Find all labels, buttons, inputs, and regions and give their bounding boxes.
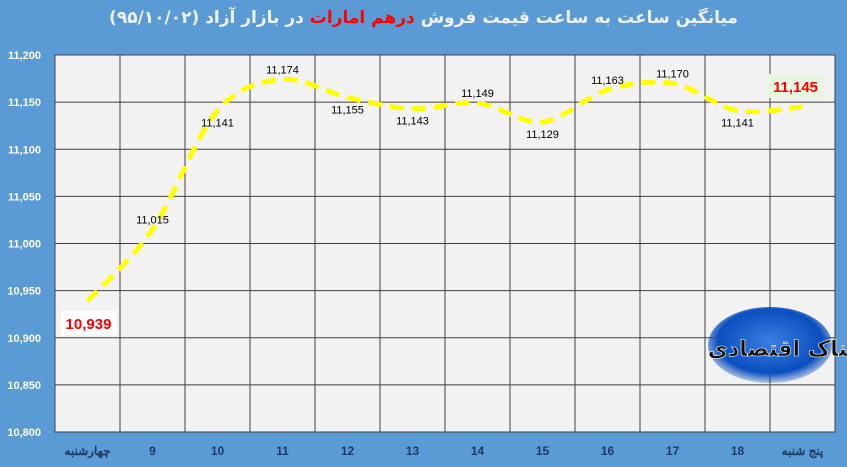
highlight-label-box xyxy=(766,73,825,98)
data-label: 11,149 xyxy=(461,88,494,100)
data-label: 11,174 xyxy=(266,65,299,77)
y-tick-label: 10,850 xyxy=(7,380,41,392)
data-label: 11,170 xyxy=(656,68,689,80)
x-tick-label: 15 xyxy=(536,444,550,458)
y-tick-label: 10,800 xyxy=(7,427,41,439)
data-label: 11,163 xyxy=(591,75,624,87)
x-tick-label: 10 xyxy=(211,444,225,458)
title-highlight: درهم امارات xyxy=(309,8,415,28)
data-label: 11,015 xyxy=(136,214,169,226)
x-tick-label: 16 xyxy=(601,444,615,458)
y-tick-label: 10,950 xyxy=(7,286,41,298)
y-tick-label: 11,050 xyxy=(8,191,41,203)
data-label: 11,155 xyxy=(331,104,364,116)
highlight-label-box xyxy=(60,310,117,335)
data-label: 11,141 xyxy=(201,118,234,130)
series-line xyxy=(85,76,803,303)
data-label: 11,141 xyxy=(721,118,754,130)
x-tick-label: 14 xyxy=(471,444,485,458)
x-tick-label: 12 xyxy=(341,444,355,458)
x-tick-label: 18 xyxy=(731,444,745,458)
title-part2: در بازار آزاد (۹۵/۱۰/۰۲) xyxy=(109,8,310,28)
x-tick-label: چهارشنبه xyxy=(64,444,110,459)
x-tick-label: پنج شنبه xyxy=(782,444,824,459)
y-tick-label: 11,200 xyxy=(8,50,41,62)
data-label-highlight: 10,939 xyxy=(66,316,112,333)
tabnak-logo: تابناک اقتصادی xyxy=(707,307,847,383)
title-part1: میانگین ساعت به ساعت قیمت فروش xyxy=(414,8,738,28)
y-tick-label: 11,000 xyxy=(8,239,41,251)
y-tick-label: 11,100 xyxy=(8,144,41,156)
x-tick-label: 11 xyxy=(276,444,289,458)
data-label-highlight: 11,145 xyxy=(773,79,818,96)
x-tick-label: 13 xyxy=(406,444,420,458)
x-tick-label: 9 xyxy=(149,444,156,458)
y-tick-label: 11,150 xyxy=(8,97,41,109)
data-label: 11,129 xyxy=(526,129,559,141)
data-label: 11,143 xyxy=(396,116,429,128)
y-tick-label: 10,900 xyxy=(7,333,41,345)
x-tick-label: 17 xyxy=(666,444,680,458)
svg-text:تابناک اقتصادی: تابناک اقتصادی xyxy=(708,337,847,362)
chart-title: میانگین ساعت به ساعت قیمت فروش درهم امار… xyxy=(0,8,847,28)
